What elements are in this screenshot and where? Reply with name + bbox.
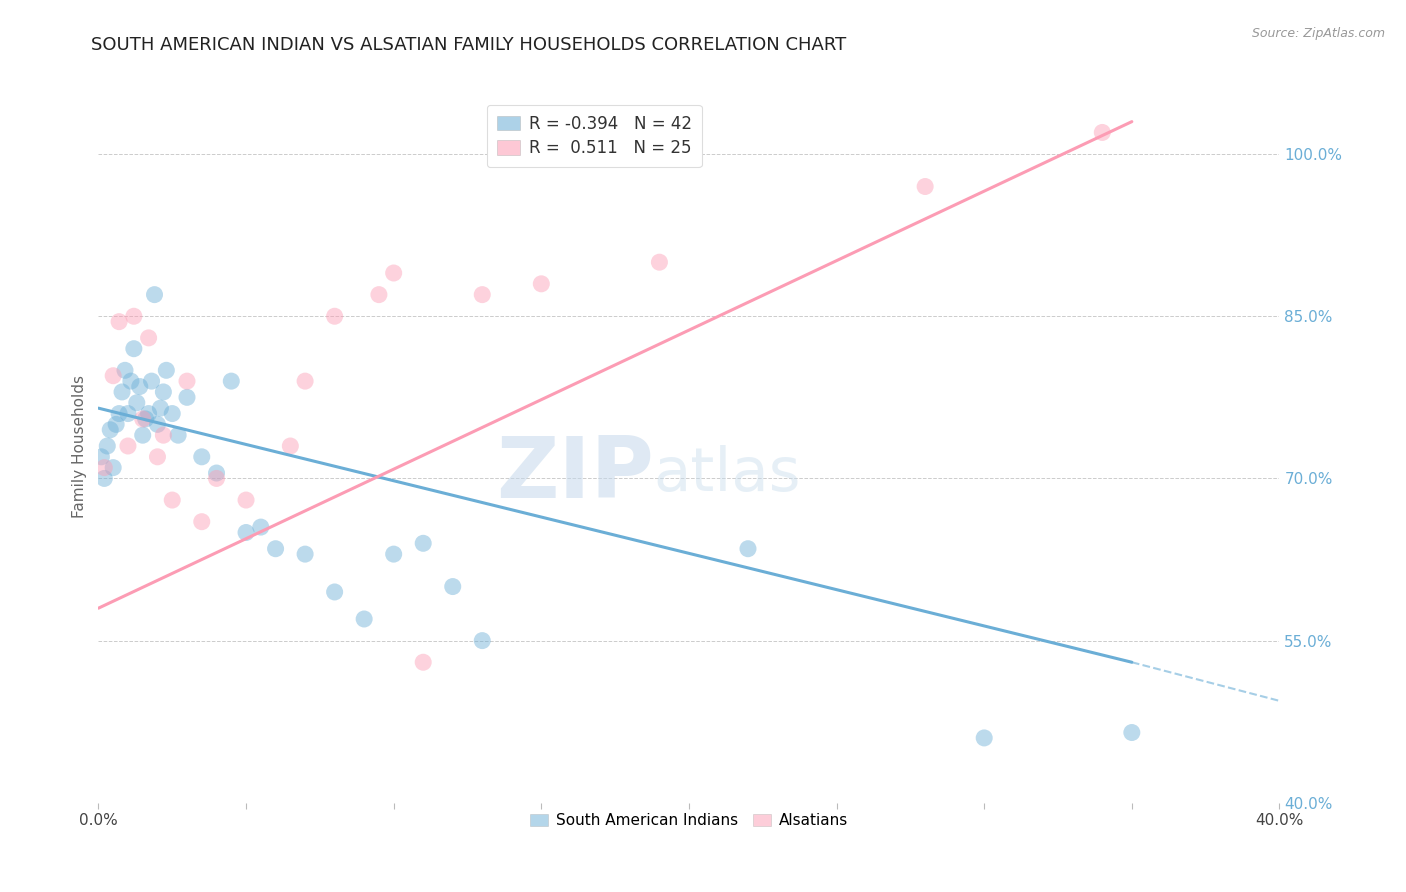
Point bbox=[105, 417, 128, 432]
Point bbox=[138, 407, 160, 421]
Point bbox=[90, 450, 112, 464]
Point bbox=[96, 439, 118, 453]
Point bbox=[1091, 125, 1114, 139]
Point bbox=[235, 493, 257, 508]
Point bbox=[132, 412, 155, 426]
Point bbox=[149, 401, 172, 416]
Point bbox=[93, 471, 115, 485]
Point bbox=[737, 541, 759, 556]
Point bbox=[152, 384, 174, 399]
Point bbox=[368, 287, 391, 301]
Point bbox=[152, 428, 174, 442]
Point bbox=[294, 547, 316, 561]
Point bbox=[108, 407, 131, 421]
Point bbox=[205, 471, 228, 485]
Point bbox=[471, 633, 494, 648]
Text: SOUTH AMERICAN INDIAN VS ALSATIAN FAMILY HOUSEHOLDS CORRELATION CHART: SOUTH AMERICAN INDIAN VS ALSATIAN FAMILY… bbox=[91, 36, 846, 54]
Point bbox=[176, 374, 198, 388]
Point bbox=[441, 580, 464, 594]
Text: ZIP: ZIP bbox=[496, 433, 654, 516]
Point bbox=[98, 423, 121, 437]
Point bbox=[162, 493, 183, 508]
Point bbox=[117, 439, 139, 453]
Point bbox=[235, 525, 257, 540]
Point bbox=[122, 310, 145, 324]
Point bbox=[412, 655, 434, 669]
Point bbox=[280, 439, 302, 453]
Point bbox=[221, 374, 243, 388]
Point bbox=[138, 331, 160, 345]
Point bbox=[155, 363, 177, 377]
Point bbox=[412, 536, 434, 550]
Point bbox=[382, 547, 405, 561]
Point bbox=[128, 379, 150, 393]
Point bbox=[146, 417, 169, 432]
Point bbox=[323, 585, 346, 599]
Point bbox=[176, 390, 198, 404]
Legend: South American Indians, Alsatians: South American Indians, Alsatians bbox=[523, 807, 855, 834]
Point bbox=[264, 541, 287, 556]
Text: Source: ZipAtlas.com: Source: ZipAtlas.com bbox=[1251, 27, 1385, 40]
Point bbox=[323, 310, 346, 324]
Point bbox=[191, 450, 214, 464]
Point bbox=[117, 407, 139, 421]
Point bbox=[143, 287, 166, 301]
Point bbox=[108, 315, 131, 329]
Point bbox=[135, 412, 157, 426]
Point bbox=[205, 466, 228, 480]
Point bbox=[122, 342, 145, 356]
Point bbox=[120, 374, 142, 388]
Point bbox=[162, 407, 183, 421]
Point bbox=[141, 374, 163, 388]
Point bbox=[132, 428, 155, 442]
Point bbox=[382, 266, 405, 280]
Point bbox=[103, 460, 125, 475]
Point bbox=[914, 179, 936, 194]
Point bbox=[250, 520, 273, 534]
Point bbox=[125, 396, 148, 410]
Point bbox=[111, 384, 134, 399]
Point bbox=[191, 515, 214, 529]
Point bbox=[146, 450, 169, 464]
Point bbox=[648, 255, 671, 269]
Text: atlas: atlas bbox=[654, 445, 801, 504]
Point bbox=[353, 612, 375, 626]
Point bbox=[294, 374, 316, 388]
Point bbox=[471, 287, 494, 301]
Point bbox=[973, 731, 995, 745]
Point bbox=[530, 277, 553, 291]
Point bbox=[103, 368, 125, 383]
Point bbox=[93, 460, 115, 475]
Point bbox=[1121, 725, 1143, 739]
Y-axis label: Family Households: Family Households bbox=[72, 375, 87, 517]
Point bbox=[167, 428, 190, 442]
Point bbox=[114, 363, 136, 377]
